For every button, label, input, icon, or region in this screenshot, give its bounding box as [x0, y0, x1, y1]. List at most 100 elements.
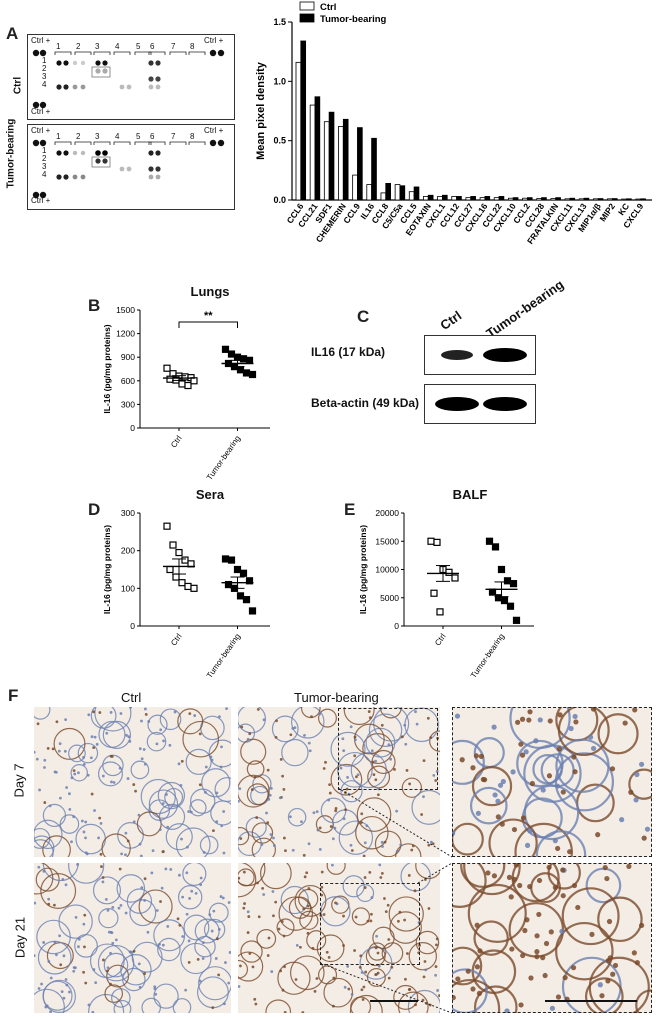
cell-nucleus	[97, 836, 100, 840]
cell-nucleus	[227, 981, 231, 985]
alveolar-wall	[373, 707, 410, 742]
cell-nucleus	[47, 960, 51, 963]
cell-nucleus	[118, 867, 122, 871]
cell-nucleus	[42, 941, 46, 944]
alveolar-wall	[287, 807, 307, 827]
cell-nucleus	[342, 944, 345, 947]
cell-nucleus	[329, 825, 333, 828]
cell-nucleus	[34, 901, 37, 905]
alveolar-wall	[103, 952, 129, 978]
cell-nucleus	[427, 843, 431, 847]
cell-nucleus	[606, 918, 613, 925]
cell-nucleus	[318, 712, 322, 716]
tissue-texture	[452, 863, 652, 1013]
alveolar-wall	[130, 760, 150, 780]
cell-nucleus	[327, 955, 331, 959]
cell-nucleus	[64, 978, 68, 981]
cell-nucleus	[370, 749, 374, 753]
col-num: 8	[190, 132, 195, 141]
cell-nucleus	[151, 849, 155, 853]
cell-nucleus	[62, 996, 66, 1000]
cell-nucleus	[212, 829, 215, 833]
cell-nucleus	[399, 843, 403, 847]
alveolar-wall	[148, 799, 171, 821]
cell-nucleus	[72, 966, 76, 969]
cell-nucleus	[143, 972, 146, 975]
cell-nucleus	[111, 905, 115, 909]
alveolar-wall	[488, 818, 538, 857]
cell-nucleus	[279, 969, 283, 973]
cell-nucleus	[162, 739, 165, 743]
array-ctrl-plus-bl: Ctrl +	[31, 107, 51, 116]
cell-nucleus	[153, 985, 157, 989]
y-tick-label: 0	[130, 621, 135, 631]
cell-nucleus	[187, 939, 191, 943]
cell-nucleus	[90, 792, 94, 796]
cell-nucleus	[427, 907, 431, 910]
cytokine-array-tumor	[27, 124, 235, 210]
bar-tumor	[541, 197, 547, 201]
cell-nucleus	[80, 819, 84, 823]
cell-nucleus	[246, 910, 250, 914]
western-bands-actin	[435, 397, 527, 411]
bar-tumor	[427, 194, 434, 201]
cell-nucleus	[341, 737, 345, 741]
western-band-label-il16: IL16 (17 kDa)	[311, 345, 386, 359]
cell-nucleus	[506, 874, 513, 880]
alveolar-wall	[471, 766, 513, 807]
cell-nucleus	[306, 931, 310, 935]
cell-nucleus	[86, 773, 90, 777]
data-point-ctrl	[190, 584, 198, 592]
cell-nucleus	[220, 824, 224, 828]
y-axis-label: IL-16 (pg/mg proteins)	[102, 324, 112, 413]
cell-nucleus	[315, 977, 319, 980]
data-point-ctrl	[433, 538, 441, 546]
data-point-ctrl	[181, 373, 189, 381]
alveolar-wall	[42, 980, 73, 1011]
cell-nucleus	[105, 731, 109, 735]
cell-nucleus	[53, 903, 56, 907]
data-point-tumor	[491, 543, 500, 551]
cell-nucleus	[560, 893, 566, 899]
alveolar-wall	[208, 739, 231, 768]
alveolar-wall	[58, 904, 93, 939]
array-spots-tumor	[32, 139, 225, 199]
y-tick-label: 0.5	[273, 136, 286, 146]
alveolar-wall	[53, 727, 86, 760]
cell-nucleus	[398, 910, 402, 914]
cell-nucleus	[434, 973, 438, 977]
alveolar-wall	[523, 744, 582, 803]
cell-nucleus	[246, 931, 250, 934]
cell-nucleus	[109, 711, 113, 714]
cell-nucleus	[307, 741, 311, 745]
cell-nucleus	[609, 766, 616, 772]
array-row-numbers-tumor: 1 2 3 4	[42, 147, 46, 179]
alveolar-wall	[35, 867, 60, 892]
cell-nucleus	[511, 826, 518, 833]
cell-nucleus	[51, 747, 55, 751]
cell-nucleus	[224, 961, 227, 964]
bar-ctrl	[380, 192, 387, 201]
significance-label: **	[204, 310, 213, 322]
cell-nucleus	[246, 737, 250, 741]
alveolar-wall	[214, 777, 231, 803]
alveolar-wall	[265, 999, 292, 1013]
cell-nucleus	[510, 769, 516, 775]
alveolar-wall	[584, 977, 624, 1013]
cell-nucleus	[406, 952, 409, 955]
array-ctrl-plus-tl-2: Ctrl +	[31, 126, 51, 135]
cell-nucleus	[590, 745, 597, 752]
cell-nucleus	[390, 965, 394, 969]
cell-nucleus	[269, 833, 273, 836]
cell-nucleus	[557, 712, 563, 718]
cell-nucleus	[303, 875, 307, 879]
cell-nucleus	[238, 876, 241, 880]
cell-nucleus	[353, 949, 356, 952]
cell-nucleus	[343, 985, 347, 989]
bar-tumor	[569, 197, 576, 201]
cell-nucleus	[201, 957, 205, 960]
cell-nucleus	[83, 913, 87, 917]
cell-nucleus	[87, 713, 91, 717]
cell-nucleus	[83, 945, 86, 949]
cell-nucleus	[132, 820, 136, 824]
